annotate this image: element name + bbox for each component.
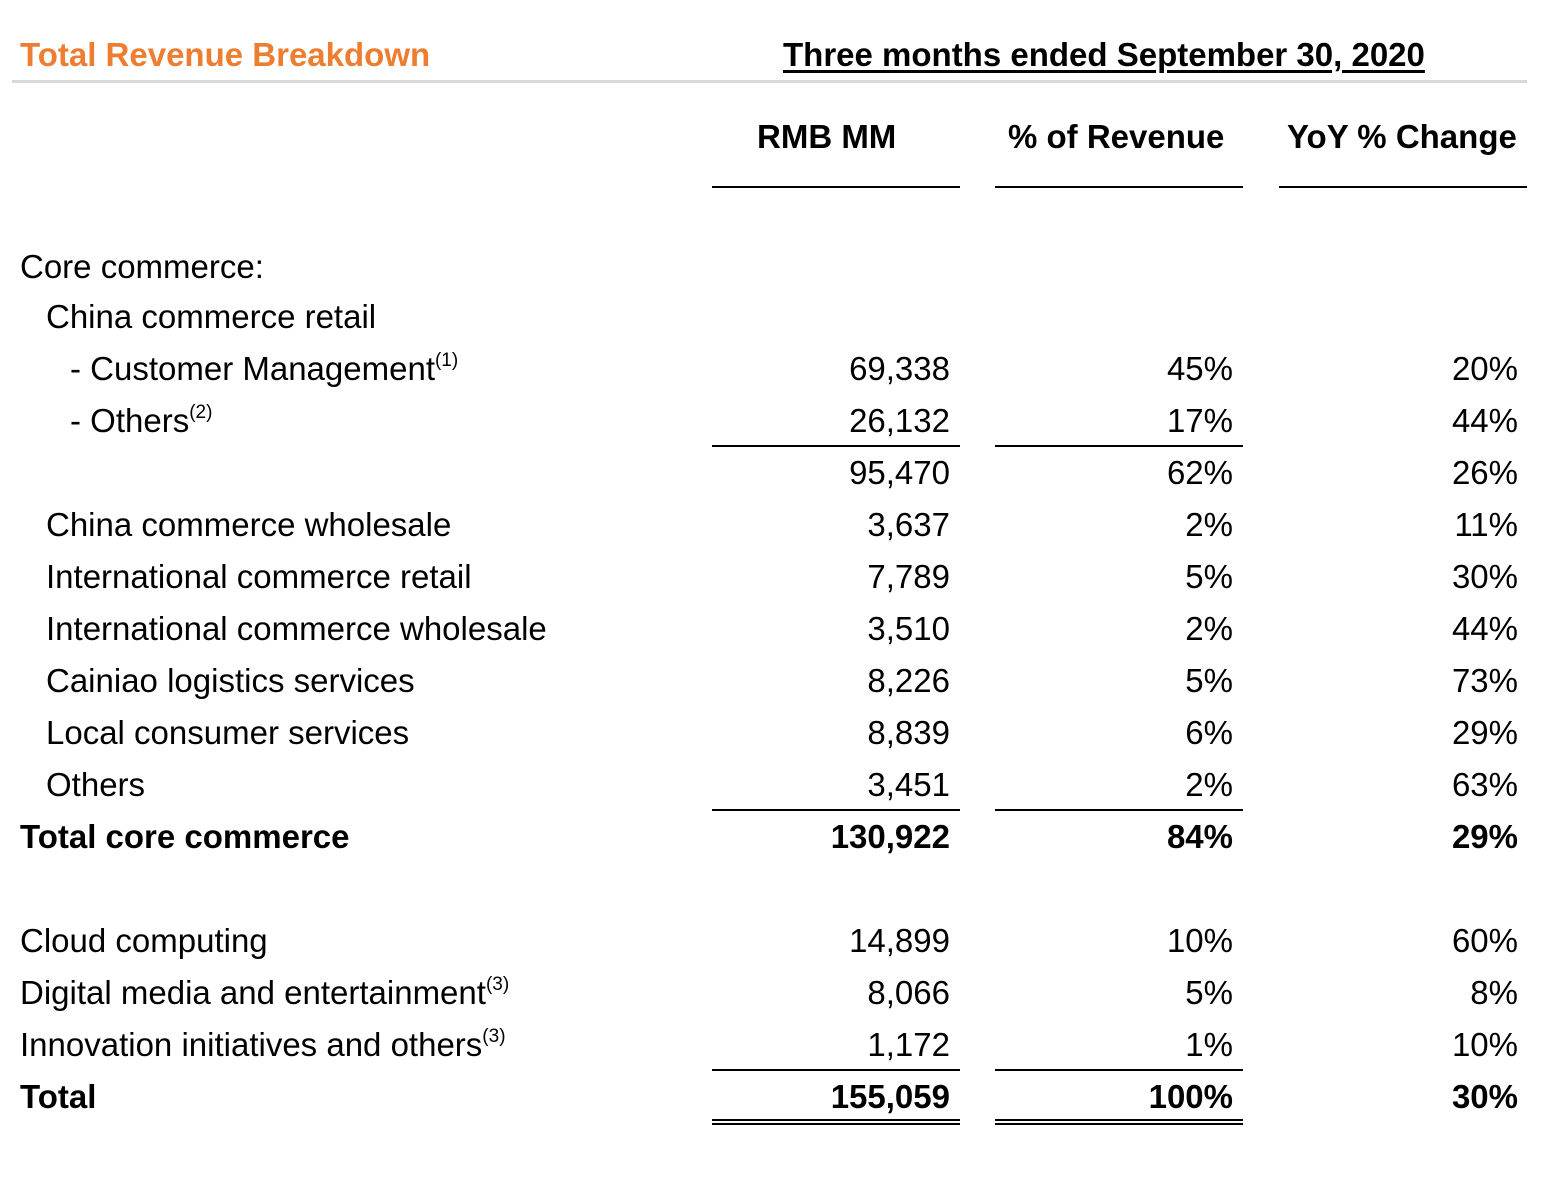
pct-value: 84% xyxy=(1166,818,1233,855)
row-label: Cloud computing xyxy=(20,922,268,959)
table-row: International commerce wholesale 3,510 2… xyxy=(0,610,1556,662)
pct-value: 5% xyxy=(1185,558,1233,595)
column-header-rmb: RMB MM xyxy=(757,118,897,155)
pct-value: 100% xyxy=(1148,1078,1233,1115)
grand-total-double-rule-pct xyxy=(995,1119,1243,1125)
row-label: Digital media and entertainment(3) xyxy=(20,974,510,1011)
rmb-value: 8,839 xyxy=(867,714,950,751)
yoy-value: 60% xyxy=(1451,922,1518,959)
row-label: - Customer Management(1) xyxy=(70,350,459,387)
report-title: Total Revenue Breakdown xyxy=(20,36,431,73)
period-heading: Three months ended September 30, 2020 xyxy=(783,36,1425,73)
row-label: Total core commerce xyxy=(20,818,350,855)
table-row: Others 3,451 2% 63% xyxy=(0,766,1556,818)
column-header-rule-rmb xyxy=(712,186,960,188)
subtotal-rule-pct xyxy=(995,445,1243,447)
row-label: Innovation initiatives and others(3) xyxy=(20,1026,506,1063)
row-label: International commerce retail xyxy=(46,558,472,595)
row-label: International commerce wholesale xyxy=(46,610,547,647)
table-row: Innovation initiatives and others(3) 1,1… xyxy=(0,1026,1556,1078)
pct-value: 5% xyxy=(1185,662,1233,699)
yoy-value: 20% xyxy=(1451,350,1518,387)
yoy-value: 30% xyxy=(1451,1078,1518,1115)
pct-value: 10% xyxy=(1166,922,1233,959)
column-header-rule-yoy xyxy=(1279,186,1527,188)
table-row: Digital media and entertainment(3) 8,066… xyxy=(0,974,1556,1026)
yoy-value: 44% xyxy=(1451,402,1518,439)
title-divider xyxy=(12,80,1527,83)
footnote-ref: (3) xyxy=(485,974,510,995)
grand-total-row: Total 155,059 100% 30% xyxy=(0,1078,1556,1130)
rmb-value: 69,338 xyxy=(849,350,950,387)
row-label: Local consumer services xyxy=(46,714,410,751)
rmb-value: 3,637 xyxy=(867,506,950,543)
table-row: - Others(2) 26,132 17% 44% xyxy=(0,402,1556,454)
yoy-value: 29% xyxy=(1451,818,1518,855)
rmb-value: 95,470 xyxy=(849,454,950,491)
rmb-value: 3,510 xyxy=(867,610,950,647)
footnote-ref: (3) xyxy=(482,1026,506,1047)
table-row: Cainiao logistics services 8,226 5% 73% xyxy=(0,662,1556,714)
pct-value: 2% xyxy=(1185,506,1233,543)
yoy-value: 10% xyxy=(1451,1026,1518,1063)
table-row: Cloud computing 14,899 10% 60% xyxy=(0,922,1556,974)
table-row: International commerce retail 7,789 5% 3… xyxy=(0,558,1556,610)
section-core-commerce: Core commerce: xyxy=(0,248,1556,300)
yoy-value: 73% xyxy=(1451,662,1518,699)
rmb-value: 14,899 xyxy=(849,922,950,959)
section-label: Core commerce: xyxy=(20,248,264,285)
core-total-rule-pct xyxy=(995,809,1243,811)
pct-value: 2% xyxy=(1185,610,1233,647)
yoy-value: 8% xyxy=(1470,974,1518,1011)
rmb-value: 130,922 xyxy=(830,818,950,855)
core-total-row: Total core commerce 130,922 84% 29% xyxy=(0,818,1556,870)
row-label: Cainiao logistics services xyxy=(46,662,415,699)
footnote-ref: (1) xyxy=(434,350,459,371)
rmb-value: 8,066 xyxy=(867,974,950,1011)
column-header-pct: % of Revenue xyxy=(1008,118,1225,155)
column-header-rule-pct xyxy=(995,186,1243,188)
grand-total-rule-rmb xyxy=(712,1069,960,1071)
table-row: - Customer Management(1) 69,338 45% 20% xyxy=(0,350,1556,402)
yoy-value: 63% xyxy=(1451,766,1518,803)
row-label: Others xyxy=(46,766,146,803)
yoy-value: 44% xyxy=(1451,610,1518,647)
pct-value: 62% xyxy=(1166,454,1233,491)
core-total-rule-rmb xyxy=(712,809,960,811)
rmb-value: 8,226 xyxy=(867,662,950,699)
yoy-value: 30% xyxy=(1451,558,1518,595)
pct-value: 5% xyxy=(1185,974,1233,1011)
section-china-commerce-retail: China commerce retail xyxy=(0,298,1556,350)
table-row: Local consumer services 8,839 6% 29% xyxy=(0,714,1556,766)
yoy-value: 26% xyxy=(1451,454,1518,491)
pct-value: 45% xyxy=(1166,350,1233,387)
subtotal-rule-rmb xyxy=(712,445,960,447)
rmb-value: 155,059 xyxy=(830,1078,950,1115)
grand-total-double-rule-rmb xyxy=(712,1119,960,1125)
rmb-value: 7,789 xyxy=(867,558,950,595)
pct-value: 2% xyxy=(1185,766,1233,803)
yoy-value: 11% xyxy=(1454,506,1518,543)
pct-value: 17% xyxy=(1166,402,1233,439)
pct-value: 1% xyxy=(1185,1026,1233,1063)
table-row: China commerce wholesale 3,637 2% 11% xyxy=(0,506,1556,558)
section-label: China commerce retail xyxy=(46,298,377,335)
rmb-value: 26,132 xyxy=(849,402,950,439)
rmb-value: 1,172 xyxy=(867,1026,950,1063)
subtotal-row: 95,470 62% 26% xyxy=(0,454,1556,506)
row-label: Total xyxy=(20,1078,97,1115)
pct-value: 6% xyxy=(1185,714,1233,751)
rmb-value: 3,451 xyxy=(867,766,950,803)
row-label: China commerce wholesale xyxy=(46,506,452,543)
yoy-value: 29% xyxy=(1451,714,1518,751)
column-header-yoy: YoY % Change xyxy=(1287,118,1517,155)
footnote-ref: (2) xyxy=(189,402,213,423)
row-label: - Others(2) xyxy=(70,402,213,439)
grand-total-rule-pct xyxy=(995,1069,1243,1071)
